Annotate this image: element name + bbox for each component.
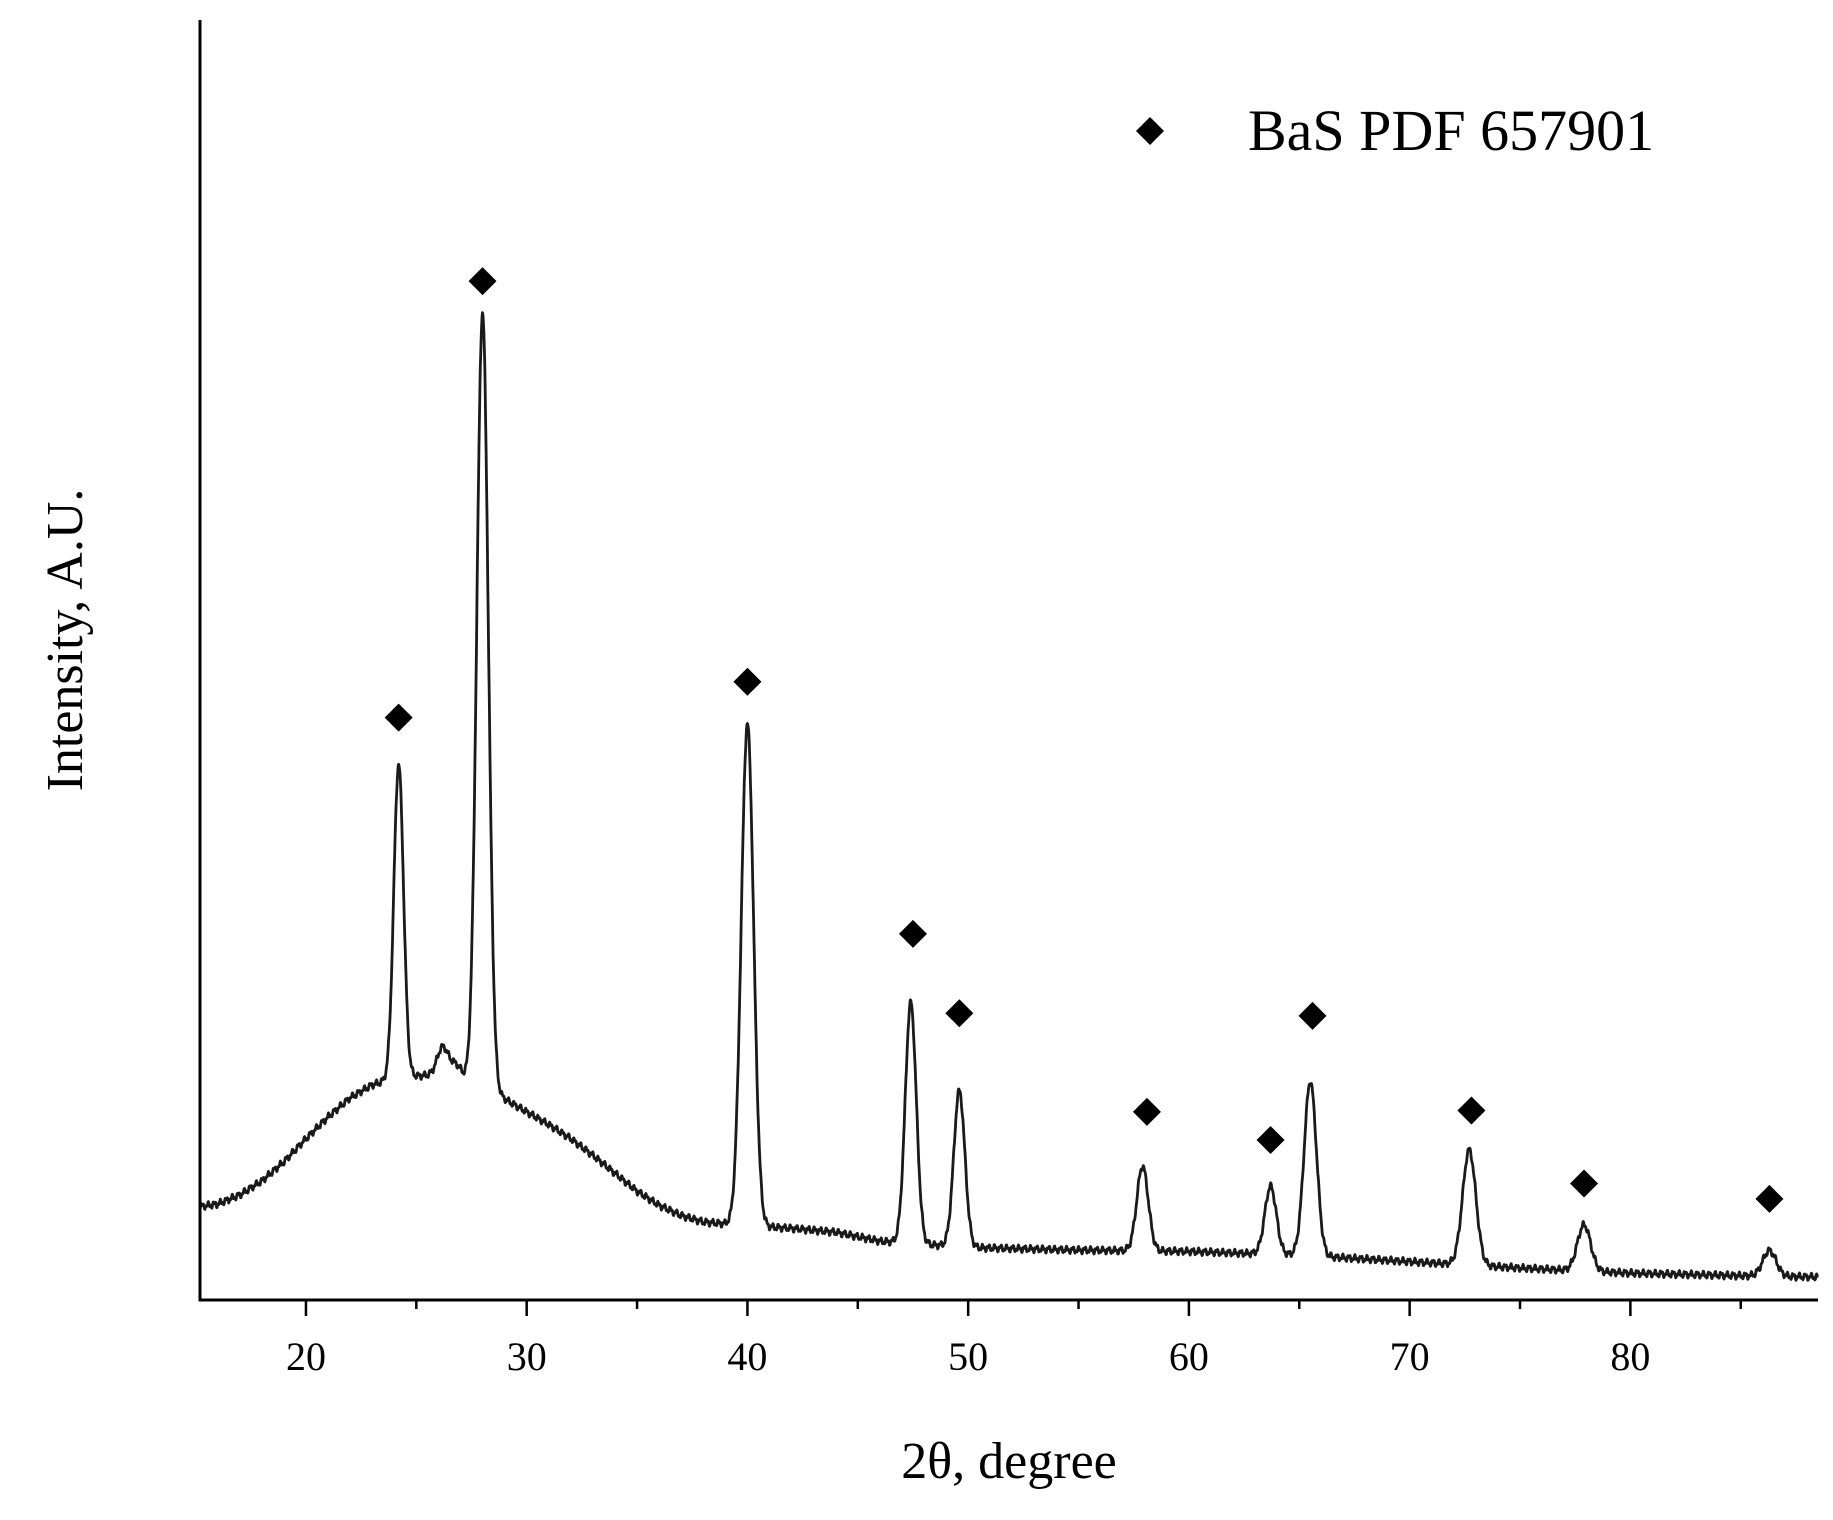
bas-diamond-marker (468, 267, 497, 296)
legend: BaS PDF 657901 (1136, 98, 1654, 163)
bas-peak-markers (384, 267, 1784, 1213)
legend-diamond-icon (1136, 117, 1164, 145)
bas-diamond-marker (1457, 1096, 1486, 1125)
x-axis-ticks: 20 30 40 50 60 70 80 (286, 1300, 1742, 1379)
x-tick-label: 40 (727, 1334, 767, 1379)
x-tick-label: 50 (948, 1334, 988, 1379)
bas-diamond-marker (1755, 1184, 1784, 1213)
legend-label: BaS PDF 657901 (1248, 98, 1654, 163)
x-tick-label: 70 (1390, 1334, 1430, 1379)
bas-diamond-marker (1298, 1001, 1327, 1030)
x-tick-label: 60 (1169, 1334, 1209, 1379)
bas-diamond-marker (898, 919, 927, 948)
bas-diamond-marker (1570, 1169, 1599, 1198)
plot-area (198, 267, 1819, 1282)
bas-diamond-marker (733, 667, 762, 696)
bas-diamond-marker (384, 703, 413, 732)
x-tick-label: 80 (1610, 1334, 1650, 1379)
bas-diamond-marker (1132, 1097, 1161, 1126)
x-tick-label: 20 (286, 1334, 326, 1379)
x-tick-label: 30 (507, 1334, 547, 1379)
bas-diamond-marker (1256, 1126, 1285, 1154)
bas-diamond-marker (945, 999, 974, 1028)
xrd-pattern-line (198, 311, 1819, 1282)
y-axis-title: Intensity, A.U. (37, 489, 94, 792)
x-axis-title: 2θ, degree (901, 1433, 1116, 1490)
